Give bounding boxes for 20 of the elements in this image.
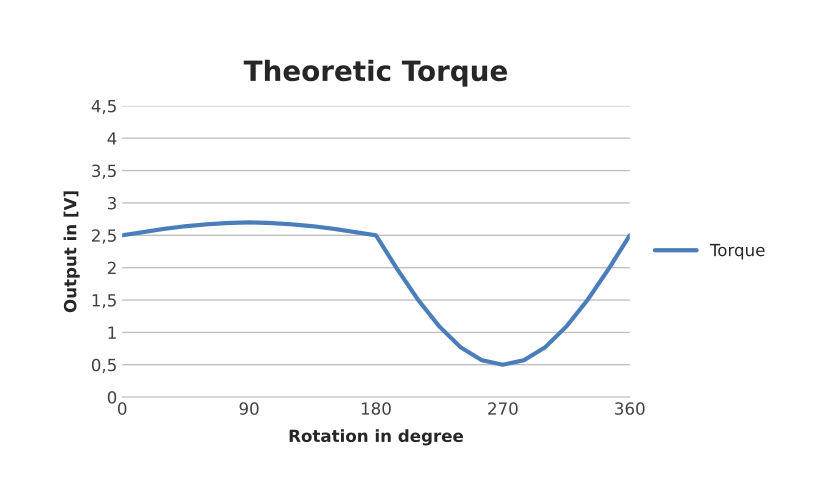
x-tick-label: 360 [615,402,645,415]
y-tick-label: 2 [108,262,116,274]
x-tick-label: 270 [488,402,518,415]
x-axis-title: Rotation in degree [290,429,463,446]
x-tick-label: 90 [240,402,259,415]
y-tick-label: 0,5 [92,358,116,374]
y-tick-label: 0 [108,391,116,404]
y-axis-title: Output in [V] [64,191,80,312]
y-tick-label: 1 [108,326,116,339]
chart-title: Theoretic Torque [244,60,507,87]
y-tick-label: 2,5 [92,229,116,244]
y-tick-label: 3 [108,196,116,210]
x-tick-label: 180 [362,402,391,415]
y-tick-label: 4 [108,132,116,145]
x-tick-label: 0 [118,402,126,415]
legend-label: Torque [710,244,765,260]
y-tick-label: 1,5 [92,294,116,308]
line-series [122,220,630,367]
y-tick-label: 4,5 [92,100,116,114]
y-tick-label: 3,5 [92,164,116,179]
